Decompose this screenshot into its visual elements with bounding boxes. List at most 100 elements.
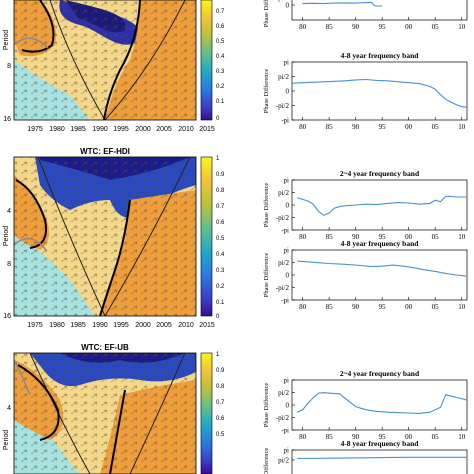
colorbar-2-tick: 0.3 (216, 268, 225, 274)
phase-panel-xtick: 05 (432, 123, 440, 131)
heatmap-2-xtick: 2005 (156, 322, 172, 329)
phase-panel-xtick: 85 (326, 303, 334, 311)
phase-panel-ytick: pi/2 (278, 73, 289, 81)
phase-panel-xtick: 80 (299, 123, 307, 131)
phase-panel-xtick: 00 (405, 303, 413, 311)
phase-panel-frame (291, 449, 468, 474)
phase-panel-ytick: pi (284, 447, 290, 455)
phase-panel-xtick: 95 (379, 233, 387, 241)
colorbar-2-tick: 0.8 (216, 188, 225, 194)
colorbar-1: 0.7 0.6 0.5 0.4 0.3 0.2 0.1 0 (200, 0, 225, 122)
phase-panel-xtick: 10 (458, 123, 466, 131)
colorbar-1-tick: 0.1 (216, 99, 225, 105)
colorbar-1-tick: 0.3 (216, 69, 225, 75)
phase-panel-xtick: 85 (326, 23, 334, 31)
phase-panel-xtick: 00 (405, 433, 413, 441)
heatmap-1-contour-left (21, 0, 55, 53)
phase-panel-6: 4-8 year frequency band pi pi/2 Phase Diffe… (263, 439, 468, 474)
phase-panel-frame (291, 379, 468, 431)
phase-panel-xtick: 05 (432, 303, 440, 311)
phase-panel-ytick: 0 (286, 88, 290, 96)
phase-panel-ytick: pi/2 (278, 189, 289, 197)
heatmap-2-xtick: 1995 (113, 322, 129, 329)
phase-series-line (297, 195, 467, 216)
phase-panel-xtick: 10 (458, 23, 466, 31)
colorbar-2-tick: 0.2 (216, 284, 225, 290)
phase-panel-ytick: pi (284, 377, 290, 385)
heatmap-2-xtick: 1990 (92, 322, 108, 329)
phase-panel-frame (291, 61, 468, 121)
colorbar-2: 1 0.9 0.8 0.7 0.6 0.5 0.4 0.3 0.2 0.1 0 (200, 156, 225, 320)
heatmap-1-xticks: 1975 1980 1985 1990 1995 2000 2005 2010 … (27, 126, 215, 133)
colorbar-2-tick: 0.9 (216, 172, 225, 178)
phase-panel-title: 4-8 year frequency band (341, 51, 420, 60)
phase-panel-title: 4-8 year frequency band (341, 439, 420, 448)
phase-panel-ytick: -pi (281, 427, 289, 435)
phase-panel-xtick: 80 (299, 433, 307, 441)
colorbar-3-tick: 0.9 (216, 368, 225, 374)
colorbar-2-tick: 0.6 (216, 220, 225, 226)
phase-panel-ylabel: Phase Difference (263, 0, 270, 27)
phase-panel-ytick: -pi/2 (276, 102, 290, 110)
phase-panel-frame (291, 249, 468, 301)
phase-panel-xtick: 10 (458, 433, 466, 441)
phase-panel-ylabel: Phase Difference (263, 253, 270, 298)
colorbar-1-ticks: 0.7 0.6 0.5 0.4 0.3 0.2 0.1 0 (216, 9, 225, 122)
phase-panel-ytick: pi/2 (278, 259, 289, 267)
heatmap-2-ytick: 16 (3, 313, 11, 320)
phase-panel-xtick: 85 (326, 233, 334, 241)
phase-series-line (291, 78, 468, 108)
phase-panel-ytick: pi (284, 59, 290, 67)
phase-series-line (297, 260, 468, 277)
phase-panel-ytick: pi/2 (278, 0, 289, 2)
heatmap-3-title: WTC: EF-UB (81, 343, 129, 352)
heatmap-2-xtick: 2015 (199, 322, 215, 329)
colorbar-1-tick: 0.4 (216, 54, 225, 60)
heatmap-1-xtick: 2005 (156, 126, 172, 133)
phase-panel-xtick: 80 (299, 23, 307, 31)
phase-panel-title: 2~4 year frequency band (340, 369, 420, 378)
phase-panel-ylabel: Phase Difference (263, 69, 270, 114)
heatmap-1-xtick: 1995 (113, 126, 129, 133)
colorbar-2-tick: 1 (216, 156, 220, 162)
heatmap-1-gray-contour (14, 37, 49, 49)
phase-panel-title: 4-8 year frequency band (341, 239, 420, 248)
phase-panel-xtick: 00 (405, 23, 413, 31)
phase-panel-xtick: 95 (379, 303, 387, 311)
colorbar-3-tick: 0.5 (216, 432, 225, 438)
heatmap-1-xtick: 1975 (27, 126, 43, 133)
phase-panel-xtick: 05 (432, 233, 440, 241)
phase-panel-xtick: 80 (299, 303, 307, 311)
phase-panel-ytick: 0 (286, 272, 290, 280)
heatmap-1-xtick: 2015 (199, 126, 215, 133)
phase-panel-ytick: 0 (286, 202, 290, 210)
colorbar-2-tick: 0 (216, 314, 220, 320)
heatmap-1-ylabel: Period (3, 30, 10, 50)
phase-panel-ytick: -pi/2 (276, 414, 290, 422)
heatmap-2-xtick: 2000 (135, 322, 151, 329)
phase-panel-xtick: 95 (379, 23, 387, 31)
phase-panel-ylabel: Phase Difference (263, 383, 270, 428)
phase-panel-ylabel: Phase Difference (263, 183, 270, 228)
heatmap-3-ylabel: Period (3, 430, 10, 450)
heatmap-1-xtick: 1990 (92, 126, 108, 133)
heatmap-1-arrows (14, 0, 196, 120)
phase-panel-xtick: 95 (379, 433, 387, 441)
phase-panel-ytick: pi (284, 177, 290, 185)
phase-panel-ytick: pi/2 (278, 457, 289, 465)
phase-panel-xtick: 90 (352, 433, 360, 441)
colorbar-1-tick: 0.7 (216, 9, 225, 15)
heatmap-2-ylabel: Period (3, 226, 10, 246)
phase-panel-ytick: -pi/2 (276, 284, 290, 292)
phase-panel-xtick: 00 (405, 123, 413, 131)
colorbar-3-tick: 1 (216, 352, 220, 358)
phase-panel-xtick: 95 (379, 123, 387, 131)
heatmap-2-xtick: 2010 (178, 322, 194, 329)
phase-panel-ytick: pi/2 (278, 389, 289, 397)
colorbar-1-tick: 0.5 (216, 39, 225, 45)
phase-panel-xtick: 85 (326, 123, 334, 131)
colorbar-3-tick: 0.8 (216, 384, 225, 390)
heatmap-2-ytick: 8 (7, 261, 11, 268)
colorbar-2-tick: 0.7 (216, 204, 225, 210)
